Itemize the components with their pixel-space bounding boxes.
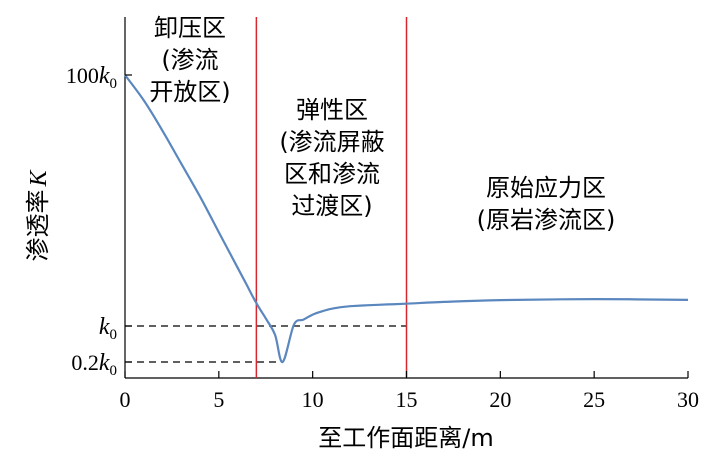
y-tick-label: 0.2k0 (71, 350, 117, 379)
x-tick-label: 15 (396, 387, 418, 412)
x-tick-label: 30 (677, 387, 699, 412)
y-tick-subscript: 0 (110, 327, 118, 343)
permeability-curve-layer (124, 74, 689, 364)
y-tick-prefix: 100 (66, 63, 99, 88)
y-tick-subscript: 0 (110, 363, 118, 379)
x-tick-label: 20 (489, 387, 511, 412)
x-tick-label: 5 (213, 387, 224, 412)
x-tick-label: 10 (302, 387, 324, 412)
y-tick-symbol: k (99, 314, 110, 340)
permeability-curve (124, 74, 689, 364)
y-tick-label: k0 (99, 314, 117, 343)
zone-label-line: (原岩渗流区) (477, 206, 616, 234)
reference-lines (125, 325, 407, 363)
zone-label-line: 过渡区) (291, 192, 372, 220)
zone-label-line: 开放区) (149, 78, 230, 106)
y-tick-prefix: 0.2 (71, 350, 99, 375)
x-ticks: 0 5 10 15 20 25 30 (120, 371, 699, 412)
zone-label-line: (渗流屏蔽 (279, 128, 384, 156)
y-tick-symbol: k (99, 350, 110, 376)
y-tick-symbol: k (99, 63, 110, 89)
x-tick-label: 0 (120, 387, 131, 412)
zone-label-line: 区和渗流 (284, 160, 380, 188)
svg-text:渗透率K: 渗透率 K (24, 169, 52, 262)
zone-label-line: 卸压区 (154, 14, 226, 42)
zone-boundaries (255, 17, 408, 378)
y-axis-title-text: 渗透率 (24, 190, 52, 262)
y-tick-label: 100k0 (66, 63, 117, 92)
x-tick-label: 25 (583, 387, 605, 412)
y-axis-title: 渗透率 K (24, 169, 52, 262)
zone-label-line: (渗流 (161, 46, 218, 74)
y-tick-subscript: 0 (110, 76, 118, 92)
zone-label-line: 弹性区 (296, 96, 368, 124)
y-axis-title-symbol: K (26, 169, 52, 188)
zone-label-line: 原始应力区 (486, 174, 606, 202)
x-axis-title: 至工作面距离/m (318, 424, 493, 452)
